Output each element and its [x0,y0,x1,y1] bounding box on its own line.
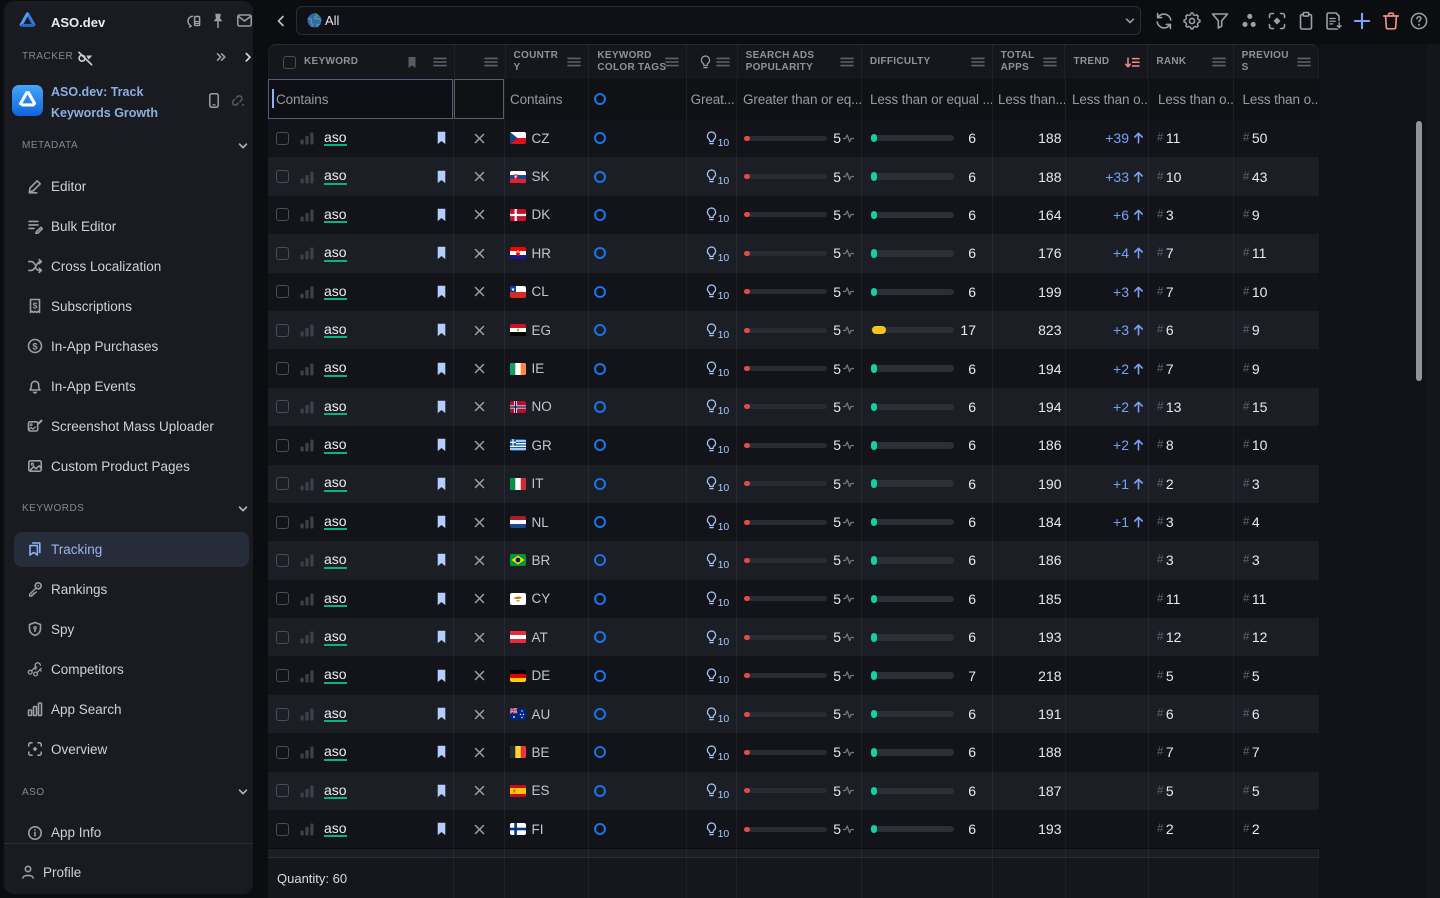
svg-text:$: $ [33,300,38,310]
svg-text:$: $ [32,341,38,352]
